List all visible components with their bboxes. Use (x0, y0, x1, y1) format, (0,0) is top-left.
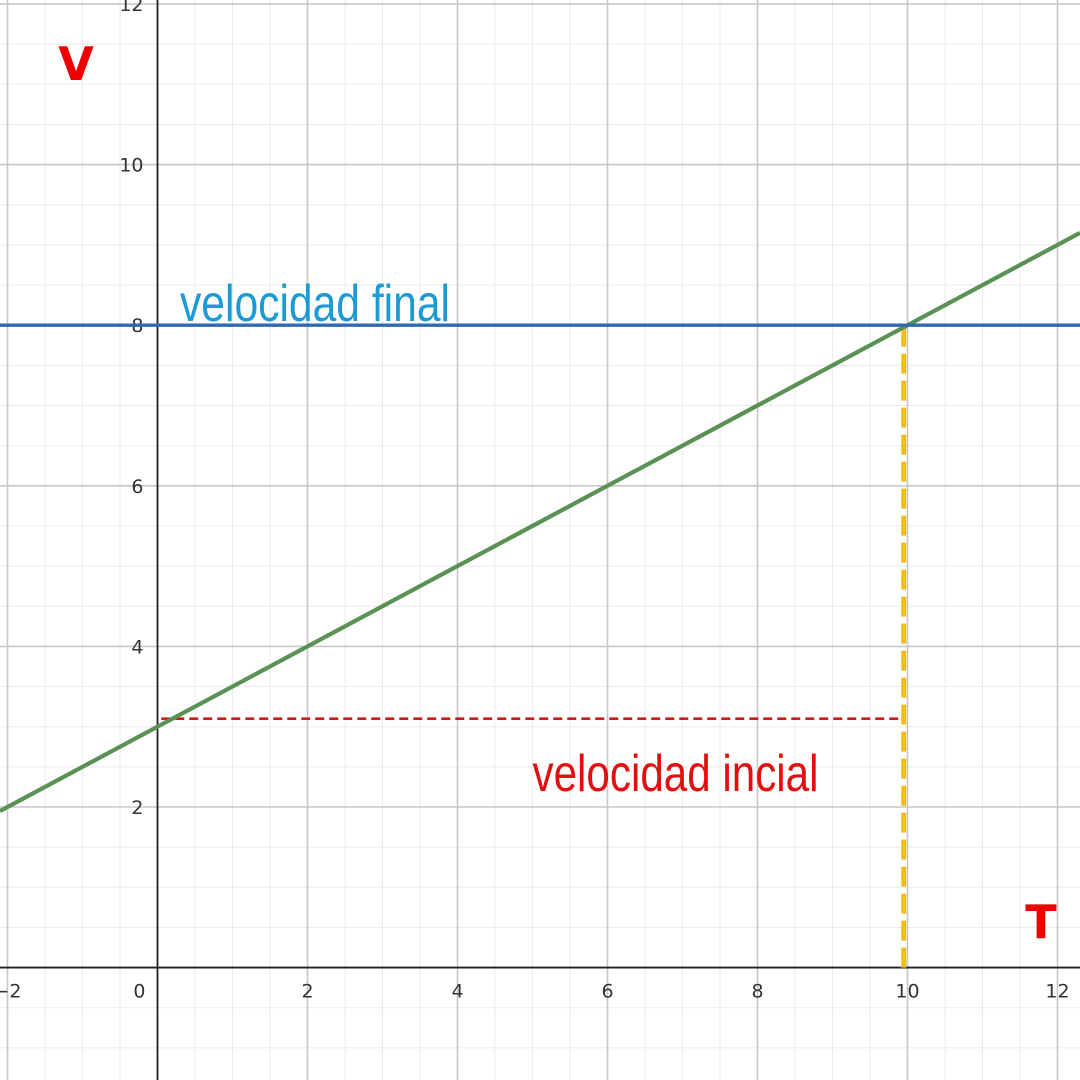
y-tick-label: 4 (131, 636, 143, 658)
y-tick-label: 2 (131, 797, 143, 819)
x-tick-label: 8 (751, 981, 763, 1003)
y-tick-label: 6 (131, 476, 143, 498)
guide-lines (161, 325, 907, 968)
y-tick-label: 10 (119, 155, 143, 177)
tick-labels: −202468101224681012 (0, 0, 1070, 1003)
y-tick-label: 12 (119, 0, 143, 16)
x-tick-label: 4 (451, 981, 463, 1003)
x-tick-label: 0 (133, 981, 145, 1003)
initial-velocity-label: velocidad incial (533, 745, 819, 803)
x-tick-label: 12 (1045, 981, 1069, 1003)
x-tick-label: 10 (895, 981, 919, 1003)
y-axis-label: V (58, 37, 94, 91)
final-velocity-label: velocidad final (180, 275, 450, 333)
x-tick-label: 6 (601, 981, 613, 1003)
velocity-line (0, 231, 1080, 813)
x-tick-label: −2 (0, 981, 22, 1003)
x-tick-label: 2 (301, 981, 313, 1003)
annotations: velocidad final velocidad incial (180, 275, 819, 803)
x-axis-label: T (1025, 895, 1057, 949)
data-series (0, 231, 1080, 813)
